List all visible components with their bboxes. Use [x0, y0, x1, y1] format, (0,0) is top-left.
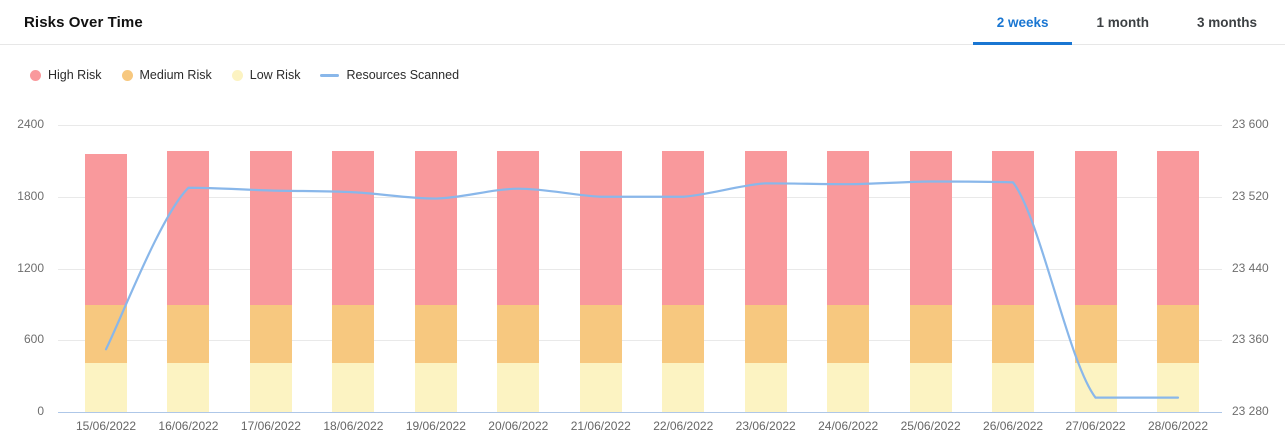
x-axis-label: 17/06/2022 — [240, 419, 301, 433]
left-axis-tick-label: 0 — [37, 404, 44, 418]
left-axis-tick-label: 600 — [23, 332, 44, 347]
bar-segment-low-risk[interactable] — [332, 362, 375, 412]
bar-segment-medium-risk[interactable] — [414, 304, 457, 363]
bar-segment-high-risk[interactable] — [827, 151, 870, 305]
left-axis-tick-label: 1800 — [17, 188, 44, 203]
x-axis-label: 28/06/2022 — [1147, 419, 1209, 433]
bar-segment-high-risk[interactable] — [167, 151, 210, 305]
bar-segment-high-risk[interactable] — [909, 151, 952, 305]
bar-segment-medium-risk[interactable] — [167, 304, 210, 363]
right-axis-tick-label: 23 600 — [1232, 117, 1269, 131]
header: Risks Over Time 2 weeks 1 month 3 months — [0, 0, 1285, 45]
x-axis-label: 25/06/2022 — [900, 419, 961, 433]
x-axis-label: 26/06/2022 — [983, 419, 1044, 433]
bar-segment-high-risk[interactable] — [497, 151, 540, 305]
bar-segment-medium-risk[interactable] — [85, 304, 127, 363]
legend-item-low-risk[interactable]: Low Risk — [231, 68, 301, 82]
bar-segment-medium-risk[interactable] — [909, 304, 952, 363]
grid-line — [58, 125, 1222, 126]
left-axis-tick-label: 2400 — [17, 117, 44, 131]
bar-segment-low-risk[interactable] — [1074, 362, 1117, 412]
x-axis-label: 16/06/2022 — [158, 419, 219, 433]
resources-scanned-line-icon — [320, 73, 340, 77]
right-axis-tick-label: 23 440 — [1232, 260, 1269, 275]
legend-label: High Risk — [48, 68, 102, 82]
bar-segment-high-risk[interactable] — [992, 151, 1035, 305]
bar-segment-low-risk[interactable] — [744, 362, 787, 412]
x-axis-label: 24/06/2022 — [818, 419, 879, 433]
bar-segment-high-risk[interactable] — [744, 151, 787, 305]
legend-label: Medium Risk — [139, 68, 212, 82]
bar-segment-medium-risk[interactable] — [1157, 304, 1199, 363]
bar-segment-medium-risk[interactable] — [827, 304, 870, 363]
bar-segment-medium-risk[interactable] — [249, 304, 292, 363]
grid-line — [58, 196, 1222, 198]
x-axis-label: 18/06/2022 — [323, 419, 384, 433]
bar-segment-low-risk[interactable] — [827, 362, 870, 412]
left-axis-tick-label: 1200 — [17, 260, 44, 275]
bar-segment-high-risk[interactable] — [1157, 151, 1199, 305]
tab-3-months[interactable]: 3 months — [1196, 15, 1257, 30]
bar-segment-medium-risk[interactable] — [992, 304, 1035, 363]
tab-2-weeks[interactable]: 2 weeks — [972, 0, 1073, 45]
grid-line — [58, 340, 1222, 342]
bar-segment-medium-risk[interactable] — [1074, 304, 1117, 363]
x-axis-baseline — [58, 412, 1222, 413]
bar-segment-medium-risk[interactable] — [497, 304, 540, 363]
bar-segment-low-risk[interactable] — [85, 362, 127, 412]
bar-segment-medium-risk[interactable] — [744, 304, 787, 363]
time-range-tabs: 2 weeks 1 month 3 months — [972, 0, 1285, 45]
legend: High Risk Medium Risk Low Risk Resources… — [30, 64, 459, 86]
right-axis-tick-label: 23 280 — [1232, 404, 1269, 418]
legend-label: Low Risk — [249, 68, 301, 82]
bar-segment-low-risk[interactable] — [249, 362, 292, 412]
x-axis-label: 22/06/2022 — [653, 419, 714, 433]
bar-segment-high-risk[interactable] — [579, 151, 622, 305]
legend-item-high-risk[interactable]: High Risk — [30, 68, 102, 82]
right-axis-tick-label: 23 360 — [1232, 332, 1269, 347]
high-risk-dot-icon — [30, 69, 41, 81]
risks-over-time-chart: 0 23 280 600 23 360 1200 23 440 1800 23 520 2400… — [0, 100, 1285, 443]
x-axis-label: 27/06/2022 — [1065, 419, 1126, 433]
right-axis-tick-label: 23 520 — [1232, 188, 1269, 203]
bar-segment-high-risk[interactable] — [414, 151, 457, 305]
x-axis-label: 15/06/2022 — [75, 419, 137, 433]
x-axis-label: 23/06/2022 — [735, 419, 796, 433]
bar-segment-low-risk[interactable] — [579, 362, 622, 412]
bar-segment-low-risk[interactable] — [992, 362, 1035, 412]
legend-item-resources-scanned[interactable]: Resources Scanned — [320, 68, 459, 82]
medium-risk-dot-icon — [121, 69, 133, 81]
x-axis-label: 20/06/2022 — [488, 419, 549, 433]
legend-label: Resources Scanned — [346, 68, 460, 82]
bar-segment-medium-risk[interactable] — [662, 304, 705, 363]
bar-segment-low-risk[interactable] — [909, 362, 952, 412]
bar-segment-high-risk[interactable] — [249, 151, 292, 305]
tab-1-month[interactable]: 1 month — [1096, 15, 1149, 30]
bar-segment-high-risk[interactable] — [662, 151, 705, 305]
page-title: Risks Over Time — [24, 13, 143, 31]
low-risk-dot-icon — [231, 69, 243, 81]
bar-segment-low-risk[interactable] — [167, 362, 210, 412]
bar-segment-high-risk[interactable] — [85, 153, 127, 305]
bar-segment-low-risk[interactable] — [1157, 362, 1199, 412]
bar-segment-low-risk[interactable] — [414, 362, 457, 412]
bar-segment-low-risk[interactable] — [497, 362, 540, 412]
bar-segment-low-risk[interactable] — [662, 362, 705, 412]
bar-segment-high-risk[interactable] — [1074, 151, 1117, 305]
legend-item-medium-risk[interactable]: Medium Risk — [121, 68, 212, 82]
x-axis-label: 21/06/2022 — [570, 419, 631, 433]
grid-line — [58, 268, 1222, 270]
x-axis-label: 19/06/2022 — [405, 419, 466, 433]
bar-segment-medium-risk[interactable] — [579, 304, 622, 363]
bar-segment-medium-risk[interactable] — [332, 304, 375, 363]
bar-segment-high-risk[interactable] — [332, 151, 375, 305]
